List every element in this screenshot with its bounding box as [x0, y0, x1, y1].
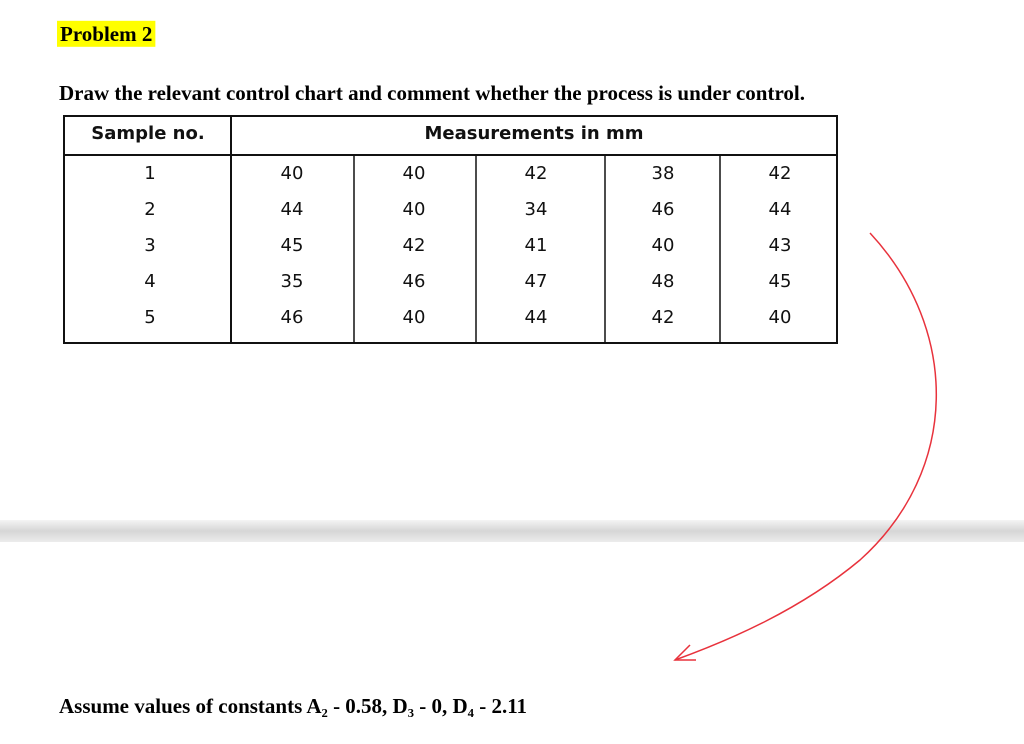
problem-title: Problem 2: [60, 22, 152, 46]
measurement: 35: [281, 271, 304, 292]
annotation-arrow: [674, 232, 938, 661]
measurement: 41: [525, 235, 548, 256]
measurement: 42: [769, 163, 792, 184]
measurement: 38: [652, 163, 675, 184]
question: Draw the relevant control chart and comm…: [59, 81, 805, 105]
measurement: 44: [769, 199, 792, 220]
measurement: 40: [281, 163, 304, 184]
measurement: 48: [652, 271, 675, 292]
measurement: 42: [403, 235, 426, 256]
measurement: 46: [281, 307, 304, 328]
sample-number: 4: [144, 271, 155, 292]
column-header: Measurements in mm: [424, 123, 643, 144]
measurement: 40: [403, 163, 426, 184]
measurement: 44: [281, 199, 304, 220]
measurement: 40: [403, 307, 426, 328]
sample-number: 2: [144, 199, 155, 220]
sample-number: 3: [144, 235, 155, 256]
measurement: 40: [769, 307, 792, 328]
measurement: 34: [525, 199, 548, 220]
measurement: 46: [403, 271, 426, 292]
measurement: 43: [769, 235, 792, 256]
measurement: 45: [281, 235, 304, 256]
measurement: 42: [652, 307, 675, 328]
table: Sample no. Measurements in mm 1 40 40 42 38 4…: [63, 115, 838, 344]
measurement: 40: [652, 235, 675, 256]
measurement: 45: [769, 271, 792, 292]
measurement: 40: [403, 199, 426, 220]
footer-note: Assume values of constants A₂ - 0.58, D₃…: [59, 694, 527, 718]
divider-band: [0, 520, 1024, 542]
sample-number: 5: [144, 307, 155, 328]
sample-number: 1: [144, 163, 155, 184]
measurement: 42: [525, 163, 548, 184]
highlight: [57, 20, 156, 47]
table-border: [63, 115, 838, 344]
arrow-head: [673, 644, 696, 661]
measurement: 46: [652, 199, 675, 220]
measurement: 47: [525, 271, 548, 292]
measurement: 44: [525, 307, 548, 328]
column-header: Sample no.: [91, 123, 204, 144]
